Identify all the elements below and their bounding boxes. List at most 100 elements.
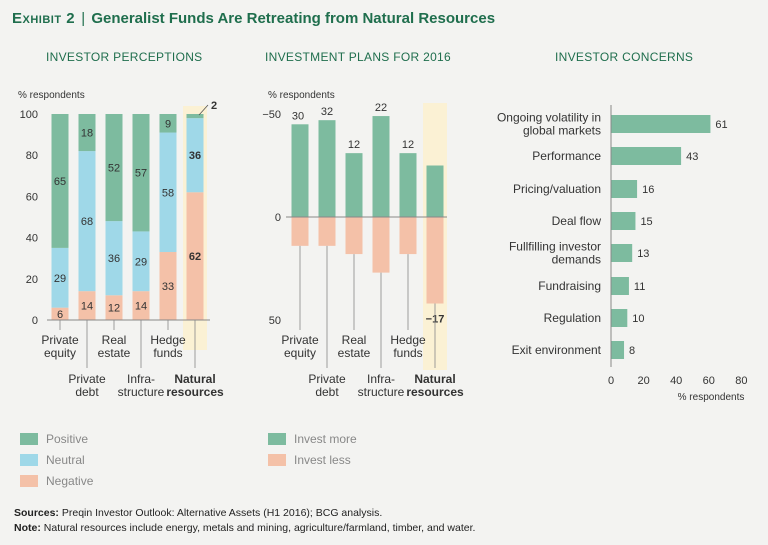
legend-item-invest-less: Invest less (268, 449, 357, 470)
bar-private-debt-invest-less (318, 217, 336, 246)
legend-label-invest-more: Invest more (294, 431, 357, 446)
bar-concern-exit-environment (611, 341, 625, 359)
legend-swatch-positive (20, 432, 38, 445)
x-tick-label-plans-private-equity-1: Private (281, 333, 319, 347)
x-tick-label-perceptions-natural-resources-1: Natural (174, 372, 215, 386)
bar-private-equity-negative (51, 307, 69, 320)
bar-concern-pricing-valuation (611, 180, 638, 198)
x-tick-label-perceptions-private-equity-1: Private (41, 333, 79, 347)
data-label-infra-structure-positive: 57 (135, 168, 147, 180)
bar-hedge-funds-positive (159, 114, 177, 133)
bar-infra-structure-neutral (132, 231, 150, 292)
bar-infra-structure-negative (132, 291, 150, 320)
bar-hedge-funds-negative (159, 252, 177, 320)
bar-natural-resources-invest-less (426, 217, 444, 304)
x-tick-label-perceptions-private-debt-2: debt (75, 385, 99, 399)
y-tick-plans-0: −50 (262, 109, 281, 121)
net-label-hedge-funds: 12 (402, 139, 414, 151)
data-label-real-estate-negative: 12 (108, 303, 120, 315)
bar-infra-structure-positive (132, 114, 150, 232)
y-tick-perceptions-0: 0 (32, 315, 38, 327)
x-tick-label-plans-infra-structure-1: Infra- (367, 372, 395, 386)
note-line: Note: Natural resources include energy, … (14, 521, 475, 536)
y-tick-label-concern-ongoing-volatility-in-global-markets-1: Ongoing volatility in (497, 111, 601, 125)
exhibit-number: Exhibit 2 (12, 10, 76, 27)
callout-line-natural-resources-positive (198, 104, 209, 116)
bar-real-estate-invest-more (345, 153, 363, 217)
y-tick-label-concern-pricing-valuation-1: Pricing/valuation (513, 182, 601, 196)
bar-private-equity-neutral (51, 247, 69, 308)
net-label-infra-structure: 22 (375, 102, 387, 114)
bar-private-debt-neutral (78, 151, 96, 292)
bar-concern-deal-flow (611, 212, 636, 230)
y-tick-plans-2: 50 (269, 315, 281, 327)
y-tick-perceptions-20: 20 (26, 274, 38, 286)
bar-natural-resources-negative (186, 192, 204, 320)
x-tick-label-perceptions-infra-structure-1: Infra- (127, 372, 155, 386)
bar-infra-structure-invest-more (372, 116, 390, 217)
legend-swatch-invest-more (268, 432, 286, 445)
data-label-private-equity-positive: 65 (54, 176, 66, 188)
legend-swatch-invest-less (268, 453, 286, 466)
legend-label-positive: Positive (46, 431, 89, 446)
y-tick-label-concern-exit-environment-1: Exit environment (512, 343, 602, 357)
net-label-private-equity: 30 (292, 110, 304, 122)
data-label-private-equity-neutral: 29 (54, 273, 66, 285)
x-tick-label-plans-hedge-funds-2: funds (393, 346, 422, 360)
bar-concern-fundraising (611, 277, 629, 295)
data-label-concern-fundraising: 11 (634, 281, 645, 293)
footer-notes: Sources: Preqin Investor Outlook: Altern… (14, 506, 475, 536)
legend-label-neutral: Neutral (46, 452, 85, 467)
x-tick-label-plans-natural-resources-1: Natural (414, 372, 455, 386)
legend-label-negative: Negative (46, 473, 94, 488)
bar-real-estate-neutral (105, 221, 123, 296)
bar-hedge-funds-invest-more (399, 153, 417, 217)
x-tick-label-plans-real-estate-2: estate (338, 346, 371, 360)
bar-private-equity-invest-more (291, 124, 309, 217)
x-tick-label-perceptions-real-estate-1: Real (102, 333, 127, 347)
y-tick-label-concern-fullfilling-investor-demands-2: demands (552, 253, 601, 267)
y-tick-plans-1: 0 (275, 212, 281, 224)
data-label-private-debt-positive: 18 (81, 128, 93, 140)
y-tick-label-concern-performance-1: Performance (532, 149, 601, 163)
data-label-private-equity-negative: 6 (57, 309, 63, 321)
legend-label-invest-less: Invest less (294, 452, 351, 467)
legend-item-invest-more: Invest more (268, 428, 357, 449)
data-label-hedge-funds-negative: 33 (162, 281, 174, 293)
x-tick-label-perceptions-infra-structure-2: structure (118, 385, 165, 399)
x-tick-label-plans-real-estate-1: Real (342, 333, 367, 347)
x-tick-label-perceptions-hedge-funds-2: funds (153, 346, 182, 360)
bar-real-estate-positive (105, 114, 123, 222)
data-label-concern-fullfilling-investor-demands: 13 (637, 248, 649, 260)
y-tick-perceptions-80: 80 (26, 150, 38, 162)
bar-private-debt-invest-more (318, 120, 336, 217)
data-label-concern-deal-flow: 15 (640, 216, 652, 228)
x-tick-label-perceptions-hedge-funds-1: Hedge (150, 333, 186, 347)
y-axis-label-plans: % respondents (268, 90, 335, 101)
data-label-concern-regulation: 10 (632, 313, 644, 325)
legend-plans: Invest more Invest less (268, 428, 357, 470)
panel-title-concerns: INVESTOR CONCERNS (555, 50, 694, 64)
bar-private-debt-negative (78, 291, 96, 320)
y-tick-label-concern-deal-flow-1: Deal flow (552, 214, 602, 228)
title-separator: | (77, 10, 90, 27)
data-label-real-estate-neutral: 36 (108, 253, 120, 265)
bar-real-estate-negative (105, 295, 123, 320)
data-label-natural-resources-negative: 62 (189, 251, 201, 263)
bar-hedge-funds-invest-less (399, 217, 417, 255)
sources-line: Sources: Preqin Investor Outlook: Altern… (14, 506, 475, 521)
legend-item-negative: Negative (20, 470, 93, 491)
y-tick-label-concern-fundraising-1: Fundraising (538, 279, 601, 293)
y-tick-perceptions-40: 40 (26, 233, 38, 245)
y-tick-label-concern-regulation-1: Regulation (544, 311, 601, 325)
x-tick-label-plans-private-debt-2: debt (315, 385, 339, 399)
panel-title-perceptions: INVESTOR PERCEPTIONS (46, 50, 203, 64)
bar-private-equity-invest-less (291, 217, 309, 246)
data-label-hedge-funds-neutral: 58 (162, 187, 174, 199)
data-label-real-estate-positive: 52 (108, 163, 120, 175)
data-label-concern-ongoing-volatility-in-global-markets: 61 (715, 119, 727, 131)
bar-infra-structure-invest-less (372, 217, 390, 273)
x-tick-concerns-80: 80 (735, 375, 747, 387)
x-tick-label-plans-natural-resources-2: resources (406, 385, 464, 399)
y-axis-label-perceptions: % respondents (18, 90, 85, 101)
